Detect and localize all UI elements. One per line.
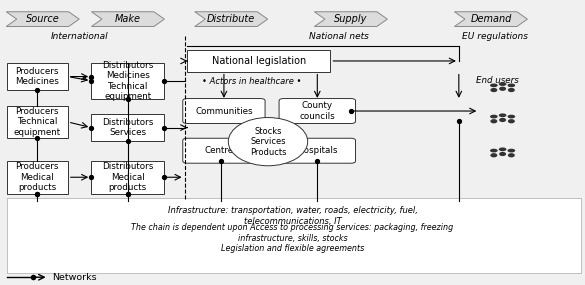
FancyBboxPatch shape	[183, 99, 265, 123]
Polygon shape	[455, 12, 528, 27]
Text: Hospitals: Hospitals	[297, 146, 338, 155]
Text: National nets: National nets	[309, 32, 369, 41]
Ellipse shape	[508, 119, 515, 123]
Text: County
councils: County councils	[300, 101, 335, 121]
Ellipse shape	[499, 87, 506, 91]
Ellipse shape	[228, 117, 308, 166]
Ellipse shape	[490, 88, 497, 92]
Polygon shape	[314, 12, 387, 27]
Polygon shape	[195, 12, 268, 27]
Bar	[91, 161, 164, 194]
Circle shape	[508, 149, 515, 152]
Text: The chain is dependent upon Access to processing services: packaging, freezing
i: The chain is dependent upon Access to pr…	[132, 223, 453, 253]
Ellipse shape	[499, 118, 506, 122]
FancyBboxPatch shape	[183, 138, 259, 163]
Circle shape	[508, 115, 515, 119]
Text: Producers
Medicines: Producers Medicines	[15, 67, 59, 86]
Circle shape	[508, 84, 515, 87]
Bar	[6, 63, 68, 90]
Ellipse shape	[508, 88, 515, 92]
Text: EU regulations: EU regulations	[462, 32, 528, 41]
Text: Producers
Medical
products: Producers Medical products	[15, 162, 59, 192]
Text: Distributors
Medical
products: Distributors Medical products	[102, 162, 153, 192]
Bar	[91, 114, 164, 141]
Circle shape	[499, 82, 507, 86]
Bar	[6, 161, 68, 194]
Text: Demand: Demand	[470, 14, 512, 24]
Text: Stocks
Services
Products: Stocks Services Products	[250, 127, 286, 156]
Text: International: International	[50, 32, 108, 41]
Text: Distribute: Distribute	[207, 14, 255, 24]
Ellipse shape	[490, 119, 497, 123]
Text: Producers
Technical
equipment: Producers Technical equipment	[13, 107, 61, 137]
Circle shape	[499, 147, 507, 151]
Polygon shape	[91, 12, 164, 27]
Ellipse shape	[490, 153, 497, 157]
Circle shape	[499, 113, 507, 117]
Text: • Actors in healthcare •: • Actors in healthcare •	[202, 77, 301, 86]
Ellipse shape	[508, 153, 515, 157]
Bar	[187, 50, 331, 72]
FancyBboxPatch shape	[279, 138, 356, 163]
Bar	[6, 106, 68, 138]
Text: Make: Make	[115, 14, 141, 24]
Circle shape	[490, 115, 498, 119]
Text: End users: End users	[476, 76, 519, 85]
FancyBboxPatch shape	[279, 99, 356, 123]
Circle shape	[490, 149, 498, 152]
Text: Networks: Networks	[52, 273, 97, 282]
Bar	[6, 198, 581, 273]
Polygon shape	[6, 12, 79, 27]
Ellipse shape	[499, 152, 506, 156]
Text: Source: Source	[26, 14, 60, 24]
Text: Communities: Communities	[195, 107, 253, 115]
Text: Distributors
Medicines
Technical
equipment: Distributors Medicines Technical equipme…	[102, 61, 153, 101]
Text: National legislation: National legislation	[212, 56, 306, 66]
Text: Centres: Centres	[204, 146, 238, 155]
Text: Supply: Supply	[334, 14, 367, 24]
Bar	[91, 63, 164, 99]
Circle shape	[490, 84, 498, 87]
Text: Infrastructure: transportation, water, roads, electricity, fuel,
telecommunicati: Infrastructure: transportation, water, r…	[167, 206, 418, 226]
Text: Distributors
Services: Distributors Services	[102, 118, 153, 137]
